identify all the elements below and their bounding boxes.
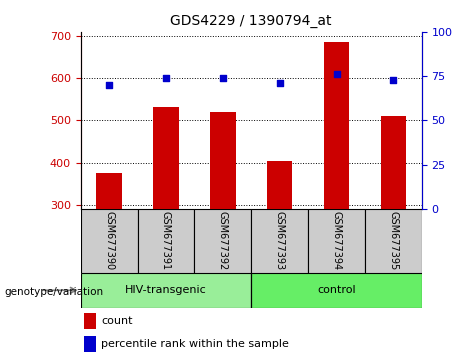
- Title: GDS4229 / 1390794_at: GDS4229 / 1390794_at: [171, 14, 332, 28]
- Bar: [381, 116, 406, 209]
- Point: [333, 72, 340, 77]
- Bar: [251, 273, 422, 308]
- Text: GSM677395: GSM677395: [388, 211, 398, 270]
- Bar: [81, 273, 251, 308]
- Bar: [324, 42, 349, 209]
- Text: GSM677392: GSM677392: [218, 211, 228, 270]
- Bar: [84, 336, 96, 352]
- Point: [219, 75, 226, 81]
- Bar: [210, 112, 236, 209]
- Point: [162, 75, 170, 81]
- Text: GSM677394: GSM677394: [331, 211, 342, 270]
- Point: [106, 82, 113, 88]
- Point: [390, 77, 397, 82]
- Text: GSM677390: GSM677390: [104, 211, 114, 270]
- Point: [276, 80, 284, 86]
- Bar: [195, 209, 251, 273]
- Bar: [81, 209, 137, 273]
- Bar: [153, 107, 179, 209]
- Text: genotype/variation: genotype/variation: [5, 287, 104, 297]
- Text: percentile rank within the sample: percentile rank within the sample: [101, 339, 289, 349]
- Text: GSM677393: GSM677393: [275, 211, 285, 270]
- Bar: [96, 173, 122, 209]
- Bar: [84, 313, 96, 329]
- Bar: [267, 161, 292, 209]
- Text: count: count: [101, 316, 133, 326]
- Bar: [137, 209, 195, 273]
- Bar: [251, 209, 308, 273]
- Bar: [308, 209, 365, 273]
- Text: GSM677391: GSM677391: [161, 211, 171, 270]
- Text: HIV-transgenic: HIV-transgenic: [125, 285, 207, 295]
- Text: control: control: [317, 285, 356, 295]
- Bar: [365, 209, 422, 273]
